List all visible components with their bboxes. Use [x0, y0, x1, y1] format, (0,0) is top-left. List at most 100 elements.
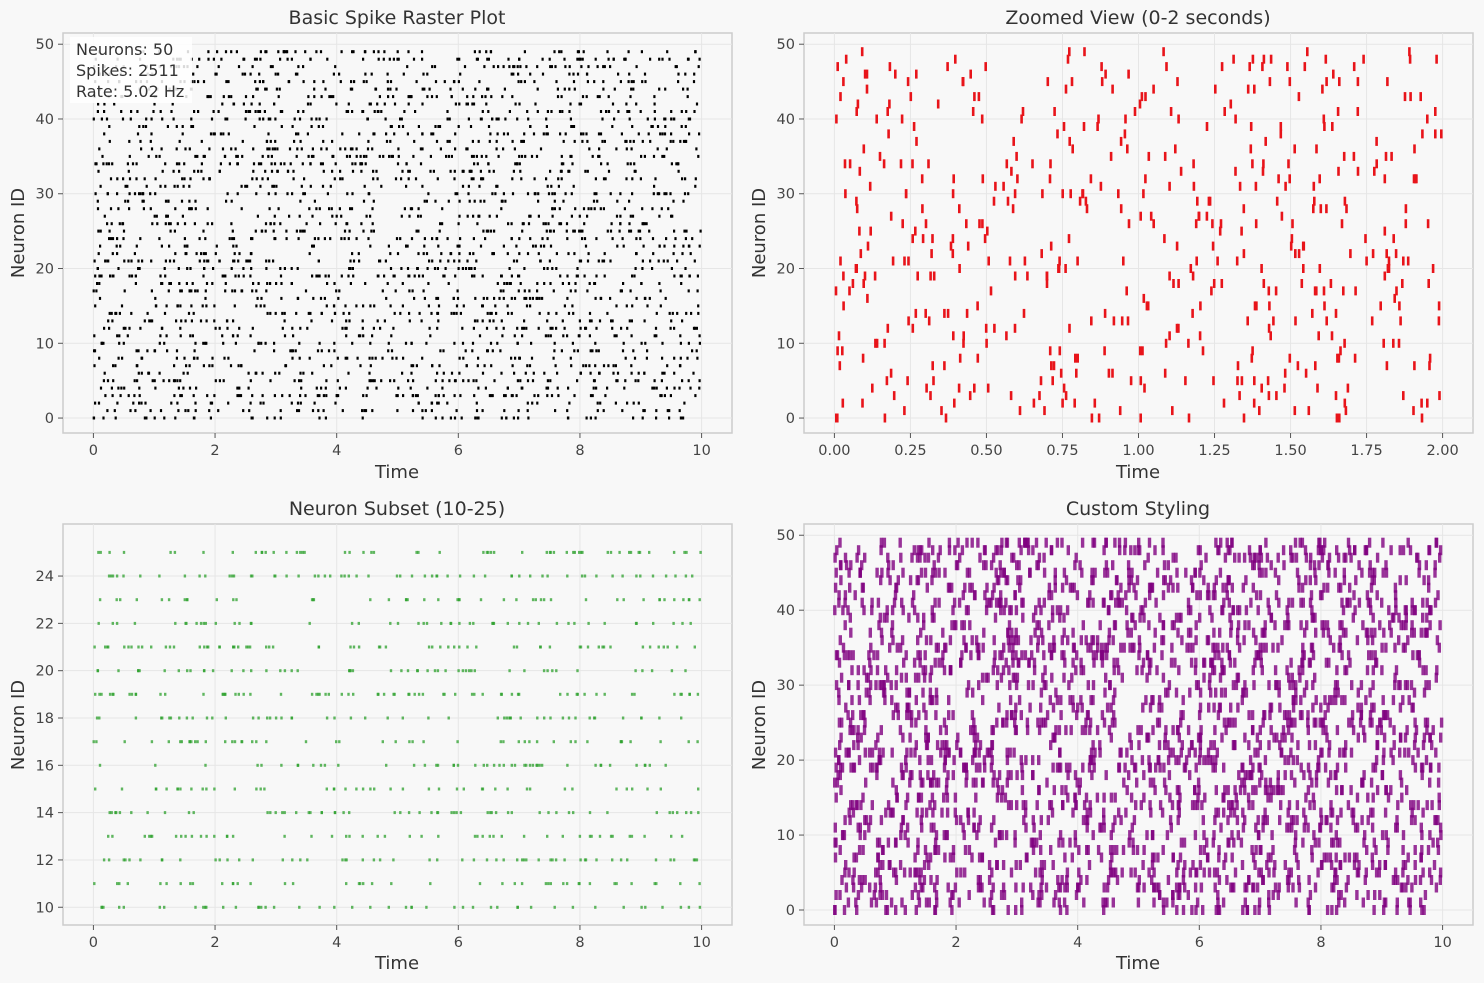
spike-mark — [467, 379, 470, 383]
spike-mark — [351, 50, 354, 54]
spike-mark — [128, 207, 131, 211]
spike-mark — [151, 379, 154, 383]
spike-mark — [200, 252, 203, 256]
spike-mark — [550, 110, 553, 113]
spike-mark — [1253, 376, 1256, 386]
spike-mark — [652, 154, 656, 158]
spike-mark — [135, 598, 138, 602]
spike-mark — [1276, 785, 1280, 796]
spike-mark — [97, 401, 101, 405]
spike-mark — [394, 289, 397, 293]
spike-mark — [525, 326, 528, 330]
spike-mark — [361, 319, 364, 323]
spike-mark — [260, 905, 263, 909]
spike-mark — [242, 669, 245, 673]
spike-mark — [653, 184, 656, 188]
spike-mark — [496, 184, 499, 188]
spike-mark — [881, 845, 885, 855]
spike-mark — [1401, 830, 1406, 841]
spike-mark — [140, 401, 143, 405]
y-axis-label: Neuron ID — [8, 188, 29, 278]
panel-custom-styling: Custom Styling Time Neuron ID 0 2 4 6 8 10010… — [749, 498, 1474, 974]
spike-mark — [1031, 770, 1035, 781]
spike-mark — [322, 80, 325, 84]
spike-mark — [181, 125, 184, 128]
spike-mark — [900, 114, 904, 124]
spike-mark — [379, 326, 382, 330]
spike-mark — [1192, 159, 1195, 169]
spike-mark — [1196, 792, 1200, 803]
spike-mark — [377, 274, 380, 278]
spike-mark — [421, 184, 424, 188]
spike-mark — [261, 154, 264, 158]
spike-mark — [916, 845, 920, 855]
spike-mark — [198, 237, 201, 241]
spike-mark — [1240, 376, 1244, 386]
spike-mark — [629, 740, 632, 744]
spike-mark — [546, 319, 549, 323]
spike-mark — [188, 386, 192, 390]
spike-mark — [481, 409, 484, 413]
spike-mark — [545, 125, 548, 128]
spike-mark — [466, 214, 469, 218]
spike-mark — [573, 394, 576, 398]
spike-mark — [584, 244, 588, 248]
spike-mark — [262, 117, 265, 121]
spike-mark — [180, 289, 183, 293]
spike-mark — [329, 574, 332, 578]
spike-mark — [1049, 800, 1054, 811]
spike-mark — [116, 177, 119, 181]
spike-mark — [1263, 815, 1267, 826]
spike-mark — [240, 364, 243, 368]
spike-mark — [279, 409, 282, 413]
spike-mark — [1095, 792, 1100, 803]
spike-mark — [618, 229, 621, 233]
spike-mark — [1009, 867, 1014, 878]
spike-mark — [224, 154, 227, 158]
spike-mark — [873, 882, 878, 893]
spike-mark — [586, 259, 590, 263]
spike-mark — [946, 62, 949, 72]
spike-mark — [408, 311, 411, 315]
spike-mark — [574, 740, 577, 744]
spike-mark — [511, 95, 514, 99]
spike-mark — [485, 326, 489, 330]
spike-mark — [965, 219, 968, 229]
spike-mark — [925, 852, 929, 863]
spike-mark — [274, 574, 277, 578]
spike-mark — [268, 716, 272, 720]
spike-mark — [583, 222, 586, 226]
spike-mark — [267, 154, 270, 158]
spike-mark — [605, 110, 608, 113]
spike-mark — [973, 383, 976, 393]
spike-mark — [837, 331, 841, 341]
spike-mark — [96, 669, 100, 673]
spike-mark — [1256, 815, 1260, 826]
spike-mark — [591, 394, 594, 398]
spike-mark — [633, 692, 636, 696]
spike-mark — [936, 99, 940, 109]
spike-mark — [545, 177, 548, 181]
spike-mark — [560, 154, 563, 158]
spike-mark — [626, 401, 629, 405]
spike-mark — [521, 229, 524, 233]
spike-mark — [296, 763, 300, 767]
spike-mark — [426, 95, 429, 99]
spike-mark — [834, 837, 838, 848]
x-tick-label: 0.25 — [894, 443, 926, 459]
spike-mark — [481, 110, 484, 113]
spike-mark — [987, 860, 992, 870]
spike-mark — [472, 95, 475, 99]
spike-mark — [1178, 890, 1182, 900]
spike-mark — [563, 57, 566, 61]
spike-mark — [331, 139, 334, 143]
spike-mark — [557, 394, 560, 398]
spike-mark — [465, 364, 468, 368]
spike-mark — [477, 386, 480, 390]
spike-mark — [1110, 867, 1114, 878]
spike-mark — [661, 341, 664, 345]
spike-mark — [232, 244, 235, 248]
spike-mark — [1127, 69, 1130, 79]
spike-mark — [124, 858, 127, 862]
spike-mark — [689, 386, 692, 390]
